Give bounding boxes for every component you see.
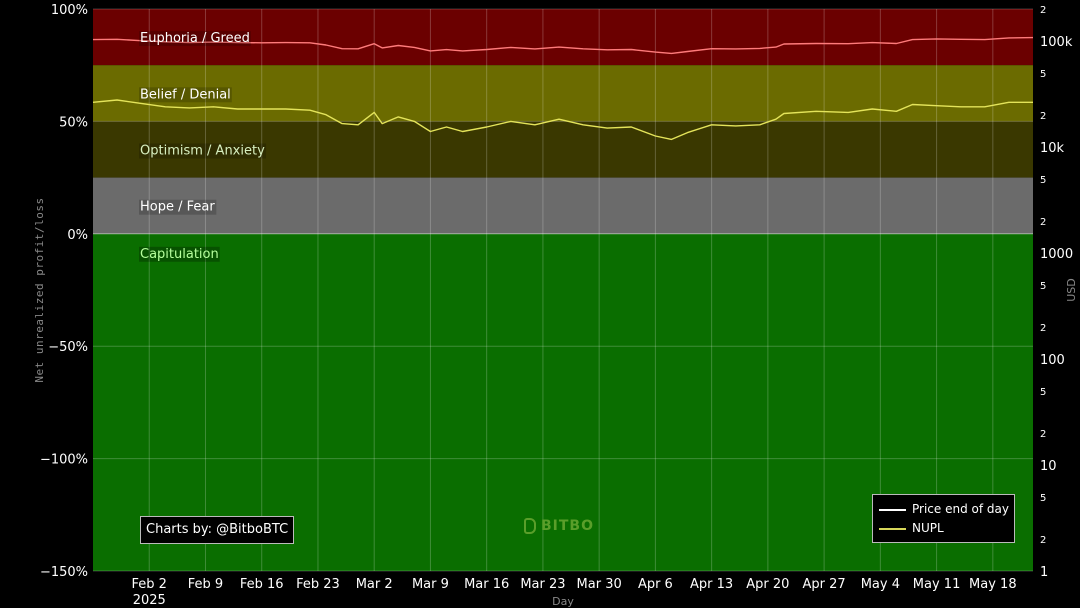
- zone-label: Capitulation: [140, 247, 219, 262]
- x-tick-label: Apr 20: [746, 577, 789, 592]
- x-tick-label: Apr 13: [690, 577, 733, 592]
- y2-minor-tick-label: 5: [1040, 281, 1046, 292]
- y-axis-title: Net unrealized profit/loss: [33, 197, 46, 382]
- y2-minor-tick-label: 2: [1040, 217, 1046, 228]
- x-tick-label: Feb 23: [296, 577, 340, 592]
- zone-band: [93, 65, 1033, 122]
- zone-band: [93, 9, 1033, 66]
- zone-labels: Euphoria / Greed Belief / Denial Optimism …: [139, 31, 267, 262]
- y-tick-label: −100%: [40, 453, 88, 468]
- y2-tick-label: 1: [1040, 565, 1048, 580]
- y-tick-label: −50%: [48, 340, 88, 355]
- legend-swatch-price: [879, 508, 906, 511]
- y2-minor-tick-label: 2: [1040, 111, 1046, 122]
- zone-label: Belief / Denial: [140, 87, 231, 102]
- zone-label-bg: [139, 31, 251, 47]
- y2-minor-tick-label: 2: [1040, 535, 1046, 546]
- y2-minor-tick-label: 2: [1040, 323, 1046, 334]
- bitbo-b-icon: [524, 518, 536, 534]
- series-line-price: [92, 36, 1034, 55]
- legend[interactable]: Price end of day NUPL: [872, 494, 1015, 543]
- y2-tick-label: 100: [1040, 353, 1065, 368]
- y-tick-label: 50%: [59, 115, 88, 130]
- x-tick-label: Apr 6: [638, 577, 673, 592]
- zone-band: [93, 177, 1033, 234]
- x-axis-title: Day: [552, 595, 574, 608]
- y-tick-label: 0%: [67, 228, 88, 243]
- y2-tick-label: 100k: [1040, 35, 1073, 50]
- x-tick-label: May 4: [861, 577, 900, 592]
- grid-lines: [93, 8, 1033, 572]
- credit-box: Charts by: @BitboBTC: [140, 516, 295, 544]
- zone-label-bg: [139, 199, 217, 215]
- y2-axis-title: USD: [1065, 278, 1078, 302]
- x-year-label: 2025: [133, 593, 166, 608]
- legend-swatch-nupl: [879, 527, 906, 530]
- sentiment-zones: [93, 9, 1033, 572]
- zone-label-bg: [139, 87, 232, 103]
- y2-minor-tick-label: 5: [1040, 387, 1046, 398]
- x-tick-label: May 11: [913, 577, 961, 592]
- x-tick-label: Mar 23: [520, 577, 565, 592]
- zone-label: Hope / Fear: [140, 200, 215, 215]
- x-tick-label: Mar 9: [412, 577, 449, 592]
- legend-label-nupl: NUPL: [912, 521, 944, 535]
- zone-label-bg: [139, 143, 267, 159]
- bitbo-wordmark: BITBO: [541, 518, 595, 534]
- x-axis: Feb 2 Feb 9 Feb 16 Feb 23 Mar 2 Mar 9 Mar 16 Ma…: [132, 577, 1017, 608]
- y2-minor-tick-label: 5: [1040, 69, 1046, 80]
- legend-label-price: Price end of day: [912, 502, 1009, 516]
- x-tick-label: Feb 16: [240, 577, 284, 592]
- legend-item-nupl[interactable]: NUPL: [879, 519, 944, 537]
- left-axis: 100% 50% 0% −50% −100% −150%: [40, 3, 88, 580]
- y2-tick-label: 10k: [1040, 141, 1065, 156]
- x-tick-label: Feb 9: [188, 577, 223, 592]
- bitbo-logo: BITBO: [524, 516, 594, 536]
- y2-minor-tick-label: 5: [1040, 175, 1046, 186]
- series-line-nupl: [92, 99, 1033, 141]
- x-tick-label: Mar 30: [577, 577, 622, 592]
- legend-item-price[interactable]: Price end of day: [879, 500, 1009, 518]
- y2-minor-tick-label: 2: [1040, 429, 1046, 440]
- series-lines: [92, 36, 1034, 141]
- zone-band: [93, 121, 1033, 178]
- y2-tick-label: 1000: [1040, 247, 1073, 262]
- y2-minor-tick-label: 2: [1040, 5, 1046, 16]
- x-tick-label: Feb 2: [132, 577, 167, 592]
- right-axis: 100k 10k 1000 100 10 1 2 5 2 5 2 5 2 5 2 5 2: [1040, 5, 1073, 580]
- zone-label: Optimism / Anxiety: [140, 144, 265, 159]
- zone-label-bg: [139, 246, 220, 262]
- zone-label: Euphoria / Greed: [140, 31, 250, 46]
- x-tick-label: Mar 2: [356, 577, 393, 592]
- x-tick-label: Apr 27: [803, 577, 846, 592]
- x-tick-label: May 18: [969, 577, 1017, 592]
- y2-minor-tick-label: 5: [1040, 493, 1046, 504]
- y2-tick-label: 10: [1040, 459, 1057, 474]
- x-tick-label: Mar 16: [464, 577, 509, 592]
- y-tick-label: −150%: [40, 565, 88, 580]
- y-tick-label: 100%: [51, 3, 88, 18]
